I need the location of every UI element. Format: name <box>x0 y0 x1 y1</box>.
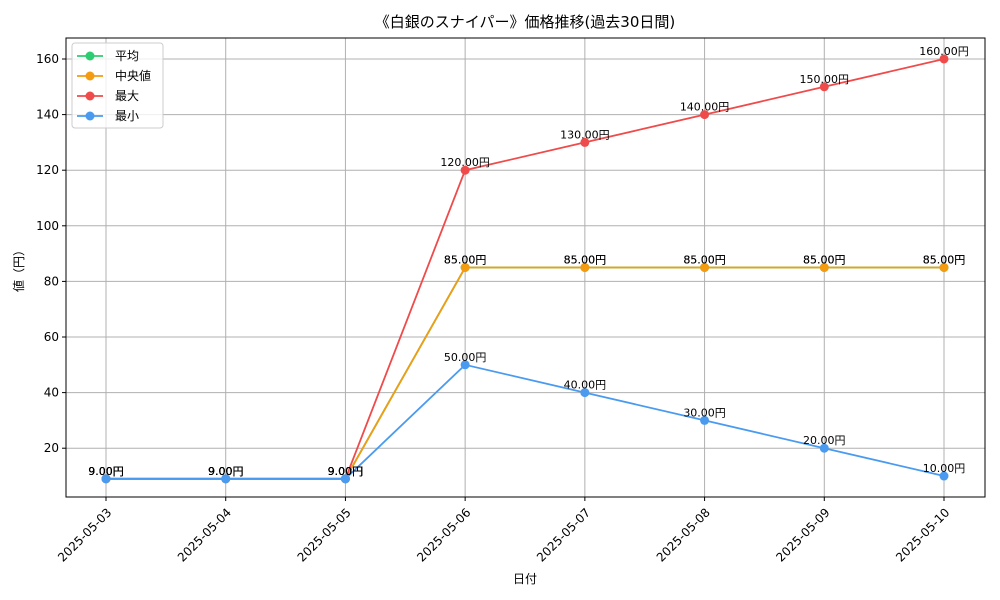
data-label: 85.00円 <box>923 254 966 267</box>
data-point <box>939 263 949 272</box>
data-label: 9.00円 <box>208 465 244 478</box>
x-tick-label: 2025-05-10 <box>893 505 952 564</box>
data-point <box>700 263 710 272</box>
data-label: 9.00円 <box>88 465 124 478</box>
data-label: 9.00円 <box>328 465 364 478</box>
x-tick-label: 2025-05-06 <box>414 505 473 564</box>
data-label: 85.00円 <box>803 254 846 267</box>
data-point <box>580 137 590 147</box>
x-axis-label: 日付 <box>513 572 537 586</box>
data-label: 20.00円 <box>803 434 846 447</box>
chart-title: 《白銀のスナイパー》価格推移(過去30日間) <box>375 13 676 31</box>
legend-marker <box>85 91 95 101</box>
y-axis-ticks: 20 40 60 80 100 120 140 160 <box>36 52 66 455</box>
data-label: 120.00円 <box>440 156 490 169</box>
data-label: 9.00円 <box>88 465 124 478</box>
data-label: 85.00円 <box>564 254 607 267</box>
x-axis-ticks: 2025-05-03 2025-05-04 2025-05-05 2025-05-06… <box>55 497 952 565</box>
x-tick-label: 2025-05-07 <box>534 505 593 564</box>
data-label: 9.00円 <box>208 465 244 478</box>
data-point <box>101 474 111 484</box>
data-label: 9.00円 <box>328 465 364 478</box>
x-tick-label: 2025-05-04 <box>175 505 234 564</box>
data-point <box>580 263 590 272</box>
x-tick-label: 2025-05-05 <box>295 505 354 564</box>
data-label: 130.00円 <box>560 128 610 141</box>
legend-frame <box>71 42 164 129</box>
data-point <box>700 415 710 425</box>
data-label: 50.00円 <box>444 351 487 364</box>
y-tick-label: 60 <box>44 330 59 344</box>
y-tick-label: 80 <box>44 274 59 288</box>
data-label: 85.00円 <box>923 254 966 267</box>
data-label: 85.00円 <box>564 254 607 267</box>
data-point <box>700 110 710 120</box>
data-label: 85.00円 <box>444 254 487 267</box>
y-tick-label: 160 <box>36 52 59 66</box>
data-label: 9.00円 <box>328 465 364 478</box>
x-tick-label: 2025-05-03 <box>55 505 114 564</box>
legend-label: 平均 <box>115 49 139 63</box>
data-label: 85.00円 <box>803 254 846 267</box>
data-label: 160.00円 <box>919 45 969 58</box>
legend-item: 平均 <box>77 49 139 63</box>
legend-label: 最小 <box>115 109 139 123</box>
legend-marker <box>85 51 95 61</box>
data-point <box>939 471 949 481</box>
data-point <box>460 165 470 175</box>
legend-item: 中央値 <box>77 68 151 83</box>
data-label: 10.00円 <box>923 462 966 475</box>
data-point <box>819 263 829 272</box>
y-tick-label: 40 <box>44 386 59 400</box>
legend-label: 最大 <box>115 89 139 103</box>
y-tick-label: 120 <box>36 163 59 177</box>
data-labels: 9.00円 9.00円 9.00円 85.00円 85.00円 85.00円 85.00円 8… <box>88 45 969 478</box>
y-axis-label: 値（円） <box>11 244 26 292</box>
data-label: 150.00円 <box>800 73 850 86</box>
series-line <box>106 363 945 480</box>
data-point <box>580 388 590 398</box>
data-label: 9.00円 <box>208 465 244 478</box>
data-point <box>460 360 470 370</box>
data-label: 9.00円 <box>208 465 244 478</box>
legend-item: 最小 <box>77 109 139 123</box>
data-point <box>460 263 470 272</box>
data-label: 9.00円 <box>88 465 124 478</box>
data-label: 85.00円 <box>683 254 726 267</box>
legend-marker <box>85 71 95 81</box>
y-tick-label: 100 <box>36 219 59 233</box>
plot-area-frame <box>65 37 986 498</box>
data-label: 85.00円 <box>683 254 726 267</box>
data-label: 85.00円 <box>444 254 487 267</box>
data-point <box>819 82 829 92</box>
x-tick-label: 2025-05-09 <box>773 505 832 564</box>
series-layer <box>101 54 949 484</box>
legend-marker <box>85 111 95 121</box>
series-最小 <box>101 360 949 484</box>
data-label: 9.00円 <box>88 465 124 478</box>
y-tick-label: 140 <box>36 108 59 122</box>
data-label: 140.00円 <box>680 101 730 114</box>
data-point <box>819 443 829 453</box>
data-point <box>340 474 350 484</box>
legend-item: 最大 <box>77 89 139 103</box>
data-label: 30.00円 <box>683 406 726 419</box>
y-tick-label: 20 <box>44 441 59 455</box>
series-line <box>106 58 945 480</box>
x-tick-label: 2025-05-08 <box>654 505 713 564</box>
data-point <box>221 474 231 484</box>
data-point <box>939 54 949 64</box>
data-label: 40.00円 <box>564 379 607 392</box>
legend-label: 中央値 <box>115 68 151 83</box>
data-label: 9.00円 <box>328 465 364 478</box>
